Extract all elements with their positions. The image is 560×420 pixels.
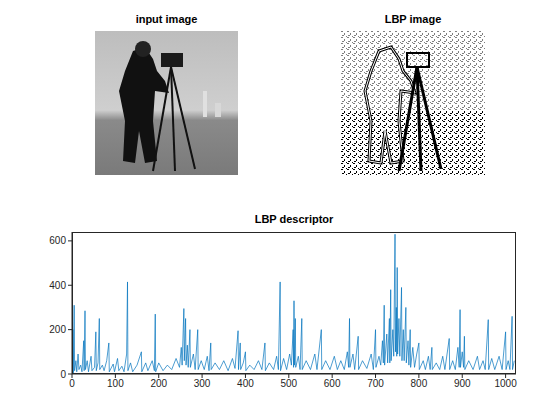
- svg-text:800: 800: [411, 378, 428, 389]
- html-text:LBP descriptor: LBP descriptor: [254, 213, 334, 225]
- svg-text:400: 400: [237, 378, 254, 389]
- svg-text:200: 200: [49, 324, 66, 335]
- svg-text:400: 400: [49, 280, 66, 291]
- html-text:input image: input image: [135, 13, 198, 25]
- svg-text:600: 600: [324, 378, 341, 389]
- svg-text:300: 300: [194, 378, 211, 389]
- svg-text:200: 200: [150, 378, 167, 389]
- svg-text:500: 500: [280, 378, 297, 389]
- svg-text:600: 600: [49, 235, 66, 246]
- svg-text:0: 0: [60, 369, 66, 380]
- svg-text:1000: 1000: [494, 378, 517, 389]
- svg-text:100: 100: [107, 378, 124, 389]
- html-text:LBP image: LBP image: [384, 13, 442, 25]
- svg-text:900: 900: [454, 378, 471, 389]
- svg-text:700: 700: [367, 378, 384, 389]
- svg-text:0: 0: [69, 378, 75, 389]
